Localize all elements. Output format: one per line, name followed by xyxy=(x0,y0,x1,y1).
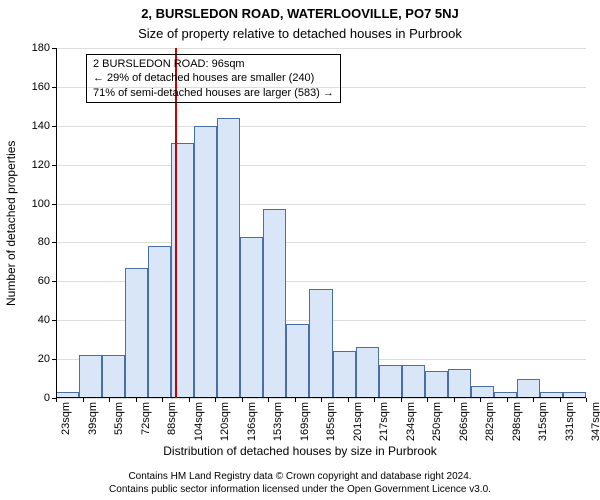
y-tick-mark xyxy=(52,126,56,127)
histogram-bar xyxy=(217,118,240,398)
x-tick-label: 250sqm xyxy=(431,402,443,441)
x-tick-mark xyxy=(56,398,57,402)
y-tick-label: 140 xyxy=(10,120,50,132)
x-tick-label: 55sqm xyxy=(113,402,125,435)
x-tick-label: 72sqm xyxy=(140,402,152,435)
y-tick-mark xyxy=(52,359,56,360)
x-tick-label: 185sqm xyxy=(325,402,337,441)
x-tick-mark xyxy=(533,398,534,402)
annotation-line: ← 29% of detached houses are smaller (24… xyxy=(93,71,334,85)
footer-line: Contains public sector information licen… xyxy=(0,483,600,496)
y-tick-label: 120 xyxy=(10,159,50,171)
x-tick-label: 104sqm xyxy=(193,402,205,441)
x-tick-label: 23sqm xyxy=(60,402,72,435)
histogram-bar xyxy=(309,289,332,398)
gridline xyxy=(56,242,586,243)
x-tick-mark xyxy=(136,398,137,402)
footer-line: Contains HM Land Registry data © Crown c… xyxy=(0,470,600,483)
x-tick-mark xyxy=(109,398,110,402)
y-tick-label: 20 xyxy=(10,353,50,365)
x-tick-label: 120sqm xyxy=(219,402,231,441)
histogram-bar xyxy=(263,209,286,398)
y-axis xyxy=(56,48,57,398)
chart-title: 2, BURSLEDON ROAD, WATERLOOVILLE, PO7 5N… xyxy=(0,6,600,21)
chart-container: 2, BURSLEDON ROAD, WATERLOOVILLE, PO7 5N… xyxy=(0,0,600,500)
histogram-bar xyxy=(194,126,217,398)
x-tick-label: 136sqm xyxy=(246,402,258,441)
y-tick-label: 100 xyxy=(10,198,50,210)
x-tick-label: 315sqm xyxy=(537,402,549,441)
y-tick-label: 0 xyxy=(10,392,50,404)
y-tick-label: 160 xyxy=(10,81,50,93)
histogram-bar xyxy=(125,268,148,398)
x-tick-label: 234sqm xyxy=(405,402,417,441)
x-tick-mark xyxy=(401,398,402,402)
x-tick-mark xyxy=(427,398,428,402)
footer-attribution: Contains HM Land Registry data © Crown c… xyxy=(0,470,600,496)
histogram-bar xyxy=(356,347,379,398)
x-tick-label: 201sqm xyxy=(352,402,364,441)
x-tick-mark xyxy=(189,398,190,402)
y-tick-mark xyxy=(52,165,56,166)
annotation-line: 71% of semi-detached houses are larger (… xyxy=(93,86,334,100)
y-tick-label: 40 xyxy=(10,314,50,326)
histogram-bar xyxy=(425,371,448,398)
x-tick-mark xyxy=(215,398,216,402)
annotation-box: 2 BURSLEDON ROAD: 96sqm← 29% of detached… xyxy=(86,54,341,103)
y-tick-mark xyxy=(52,242,56,243)
y-tick-mark xyxy=(52,281,56,282)
x-tick-mark xyxy=(454,398,455,402)
x-tick-label: 153sqm xyxy=(272,402,284,441)
x-tick-mark xyxy=(321,398,322,402)
y-tick-mark xyxy=(52,87,56,88)
x-tick-mark xyxy=(348,398,349,402)
x-tick-mark xyxy=(83,398,84,402)
x-axis-label: Distribution of detached houses by size … xyxy=(0,444,600,458)
histogram-bar xyxy=(402,365,425,398)
x-tick-mark xyxy=(480,398,481,402)
gridline xyxy=(56,165,586,166)
x-tick-mark xyxy=(507,398,508,402)
x-tick-label: 282sqm xyxy=(484,402,496,441)
x-tick-mark xyxy=(268,398,269,402)
histogram-bar xyxy=(240,237,263,398)
x-tick-label: 217sqm xyxy=(378,402,390,441)
x-tick-mark xyxy=(374,398,375,402)
x-tick-label: 347sqm xyxy=(590,402,600,441)
x-tick-mark xyxy=(242,398,243,402)
x-tick-mark xyxy=(162,398,163,402)
x-tick-mark xyxy=(295,398,296,402)
chart-subtitle: Size of property relative to detached ho… xyxy=(0,26,600,41)
histogram-bar xyxy=(517,379,540,398)
x-tick-mark xyxy=(560,398,561,402)
x-tick-label: 169sqm xyxy=(299,402,311,441)
gridline xyxy=(56,204,586,205)
y-tick-mark xyxy=(52,320,56,321)
x-tick-label: 298sqm xyxy=(511,402,523,441)
histogram-bar xyxy=(379,365,402,398)
histogram-bar xyxy=(79,355,102,398)
y-tick-label: 60 xyxy=(10,275,50,287)
x-tick-label: 266sqm xyxy=(458,402,470,441)
x-tick-label: 88sqm xyxy=(166,402,178,435)
annotation-line: 2 BURSLEDON ROAD: 96sqm xyxy=(93,57,334,71)
y-tick-label: 180 xyxy=(10,42,50,54)
gridline xyxy=(56,48,586,49)
y-tick-label: 80 xyxy=(10,236,50,248)
y-tick-mark xyxy=(52,48,56,49)
x-tick-label: 331sqm xyxy=(564,402,576,441)
x-tick-label: 39sqm xyxy=(87,402,99,435)
x-tick-mark xyxy=(586,398,587,402)
gridline xyxy=(56,126,586,127)
histogram-bar xyxy=(333,351,356,398)
histogram-bar xyxy=(286,324,309,398)
histogram-bar xyxy=(102,355,125,398)
histogram-bar xyxy=(448,369,471,398)
y-tick-mark xyxy=(52,204,56,205)
histogram-bar xyxy=(148,246,171,398)
